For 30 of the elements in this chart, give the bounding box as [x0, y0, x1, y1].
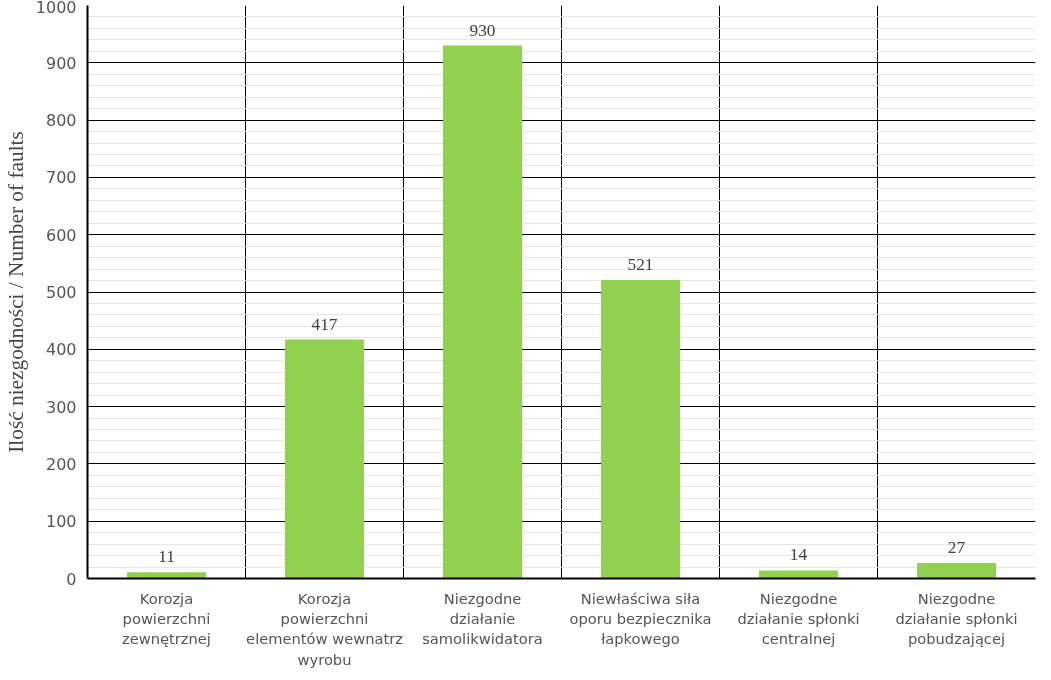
y-tick-label: 200 [45, 454, 77, 474]
data-label: 27 [947, 538, 966, 558]
bar [443, 45, 522, 579]
data-label: 930 [469, 20, 496, 40]
data-label: 11 [158, 547, 175, 567]
y-tick-label: 500 [45, 283, 77, 302]
x-tick-label: Niezgodne działanie spłonki centralnej [737, 589, 860, 648]
y-tick-label: 600 [45, 225, 77, 245]
data-label: 14 [789, 545, 808, 565]
bar [127, 572, 206, 579]
data-label: 417 [311, 314, 338, 334]
x-tick-label: Niezgodne działanie samolikwidatora [422, 589, 543, 648]
y-tick-label: 400 [45, 340, 77, 360]
y-tick-label: 300 [45, 397, 77, 417]
bar [759, 570, 838, 579]
x-tick-label: Korozja powierzchni elementów wewnatrz wyrobu [246, 589, 404, 668]
y-tick-label: 800 [45, 111, 77, 131]
x-tick-label: Niewłaściwa siła oporu bezpiecznika łapkowego [569, 589, 712, 648]
bar [917, 563, 996, 579]
bar [601, 279, 680, 579]
y-tick-label: 900 [45, 53, 77, 73]
y-tick-label: 700 [45, 168, 77, 188]
x-tick-label: Korozja powierzchni zewnętrznej [122, 589, 211, 648]
data-label: 521 [627, 254, 654, 274]
y-axis-title: Ilość niezgodności / Number of faults [3, 131, 28, 453]
x-tick-label: Niezgodne działanie spłonki pobudzającej [895, 589, 1018, 648]
y-tick-label: 0 [66, 569, 77, 589]
y-tick-label: 100 [45, 512, 77, 532]
bar [285, 339, 364, 579]
y-tick-label: 1000 [35, 0, 77, 17]
